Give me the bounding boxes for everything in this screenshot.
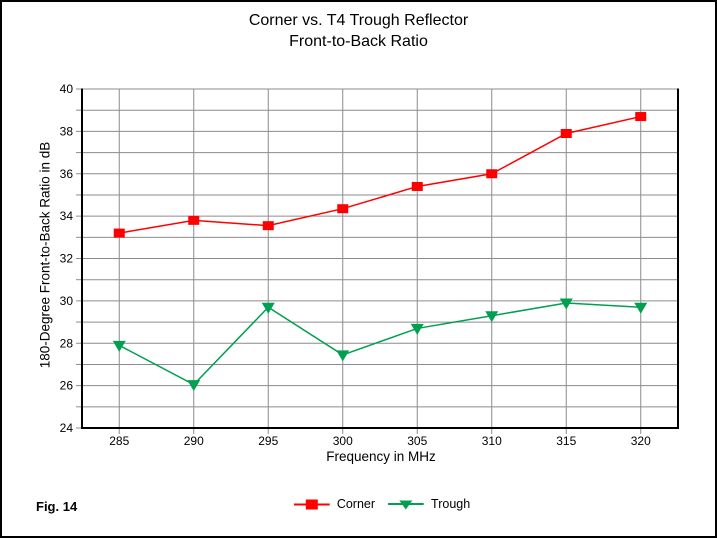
legend: Corner Trough bbox=[293, 497, 470, 511]
chart-title: Corner vs. T4 Trough Reflector Front-to-… bbox=[2, 10, 715, 52]
y-tick-label: 34 bbox=[60, 209, 74, 223]
y-tick-label: 26 bbox=[60, 379, 74, 393]
x-axis-title: Frequency in MHz bbox=[326, 449, 436, 464]
x-tick-label: 305 bbox=[407, 434, 427, 448]
x-tick-label: 310 bbox=[482, 434, 502, 448]
x-tick-label: 315 bbox=[556, 434, 576, 448]
data-point-marker-corner bbox=[560, 128, 572, 138]
data-point-marker-corner bbox=[635, 112, 647, 122]
y-axis-title: 180-Degree Front-to-Back Ratio in dB bbox=[37, 141, 53, 369]
x-tick-label: 295 bbox=[258, 434, 278, 448]
data-point-marker-corner bbox=[486, 169, 498, 179]
corner-square-marker-icon bbox=[293, 499, 330, 509]
legend-item-corner: Corner bbox=[293, 497, 376, 511]
y-tick-label: 40 bbox=[60, 82, 74, 96]
y-tick-label: 32 bbox=[60, 252, 74, 266]
y-tick-label: 28 bbox=[60, 336, 74, 350]
data-point-marker-trough bbox=[485, 311, 499, 323]
series-line-corner bbox=[119, 115, 641, 234]
data-point-marker-trough bbox=[336, 350, 350, 362]
figure-label: Fig. 14 bbox=[36, 499, 78, 514]
legend-label-corner: Corner bbox=[336, 497, 376, 511]
data-point-marker-trough bbox=[112, 340, 126, 352]
x-tick-label: 290 bbox=[184, 434, 204, 448]
data-point-marker-trough bbox=[261, 302, 275, 314]
x-tick-label: 285 bbox=[109, 434, 129, 448]
data-point-marker-corner bbox=[188, 215, 200, 225]
data-point-marker-corner bbox=[113, 228, 125, 238]
series-line-trough bbox=[118, 302, 641, 386]
legend-item-trough: Trough bbox=[388, 497, 470, 511]
data-point-marker-trough bbox=[559, 298, 573, 310]
data-point-marker-trough bbox=[410, 323, 424, 335]
y-tick-label: 30 bbox=[60, 294, 74, 308]
x-tick-label: 300 bbox=[333, 434, 353, 448]
trough-triangle-marker-icon bbox=[388, 500, 425, 509]
data-point-marker-corner bbox=[337, 204, 349, 214]
y-tick-label: 24 bbox=[60, 421, 74, 435]
y-tick-label: 36 bbox=[60, 167, 74, 181]
y-tick-label: 38 bbox=[60, 124, 74, 138]
chart-title-line1: Corner vs. T4 Trough Reflector bbox=[248, 12, 469, 29]
data-point-marker-corner bbox=[411, 181, 423, 191]
data-point-marker-corner bbox=[262, 221, 274, 231]
data-point-marker-trough bbox=[187, 380, 201, 392]
x-tick-label: 320 bbox=[631, 434, 651, 448]
legend-label-trough: Trough bbox=[431, 497, 471, 511]
data-point-marker-trough bbox=[634, 302, 648, 314]
chart-title-line2: Front-to-Back Ratio bbox=[289, 33, 428, 50]
